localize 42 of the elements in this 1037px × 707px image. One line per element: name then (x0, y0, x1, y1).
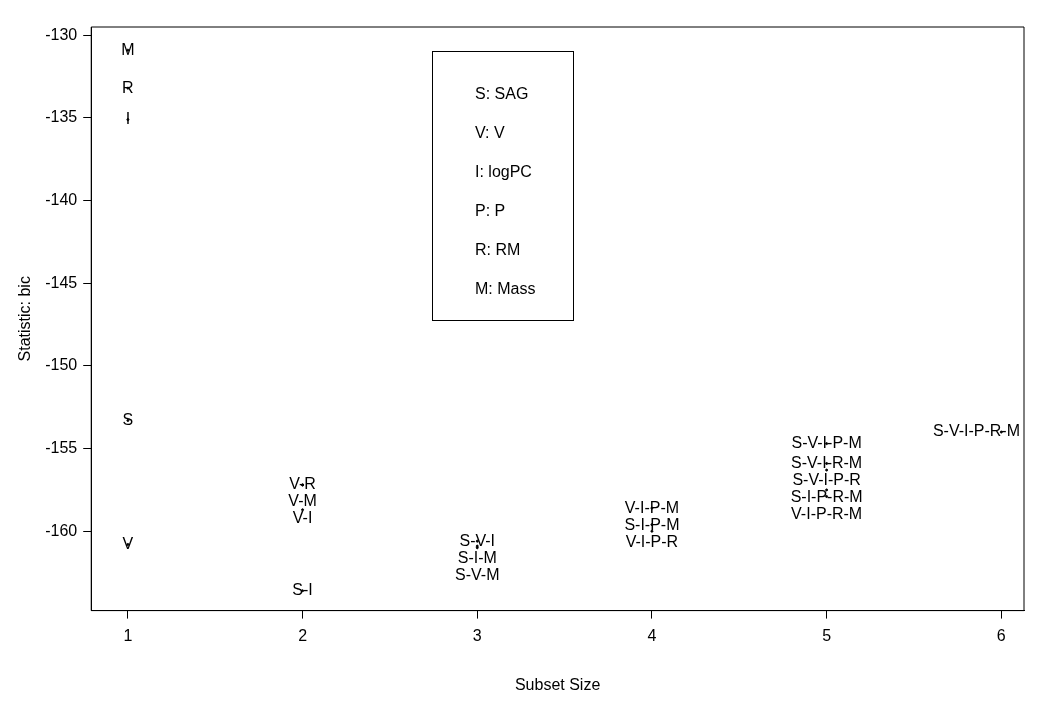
y-tick-label: -135 (45, 108, 78, 126)
y-tick-label: -155 (45, 438, 78, 456)
annotation: R: RM (475, 240, 522, 260)
data-label: S-V-I-P-R (792, 470, 861, 488)
data-label: V-I-P-M (624, 498, 680, 516)
data-label: S-V-I (459, 531, 496, 549)
x-tick-label: 2 (298, 626, 308, 644)
y-tick-label: -160 (45, 521, 78, 539)
annotation: I: logPC (475, 162, 533, 182)
annotation: S: SAG (475, 84, 530, 104)
x-axis-title: Subset Size (514, 675, 601, 693)
data-label: S-V-I-R-M (791, 453, 863, 471)
x-tick-label: 6 (996, 626, 1006, 644)
x-tick-label: 3 (472, 626, 482, 644)
data-label: V-I (292, 509, 313, 527)
data-label: S-V-I-P-M (791, 434, 862, 452)
y-tick-label: -140 (45, 191, 78, 208)
y-axis-title: Statistic: bic (16, 276, 34, 362)
annotation: P: P (475, 201, 507, 221)
data-label: S-I-P-M (624, 515, 680, 533)
data-label: S-I (292, 581, 313, 599)
data-label: V-M (288, 492, 317, 510)
y-tick-label: -145 (45, 273, 78, 291)
annotation: M: Mass (475, 279, 537, 299)
data-label: M (121, 40, 135, 58)
data-label: V (122, 534, 134, 552)
data-label: R (122, 78, 134, 96)
y-tick-label: -150 (45, 356, 78, 374)
y-tick-label: -130 (45, 25, 78, 43)
data-label: V-R (289, 475, 316, 493)
data-label: S (122, 410, 134, 428)
x-tick-label: 5 (822, 626, 832, 644)
data-label: S-V-M (455, 565, 500, 583)
data-label: I (125, 109, 131, 127)
data-label: S-V-I-P-R-M (932, 422, 1020, 440)
data-label: S-I-M (457, 548, 497, 566)
data-label: V-I-P-R (625, 532, 679, 550)
x-tick-label: 4 (647, 626, 657, 644)
annotation: V: V (475, 123, 506, 143)
x-tick-label: 1 (123, 626, 133, 644)
data-label: S-I-P-R-M (790, 487, 863, 505)
data-label: V-I-P-R-M (791, 504, 863, 522)
